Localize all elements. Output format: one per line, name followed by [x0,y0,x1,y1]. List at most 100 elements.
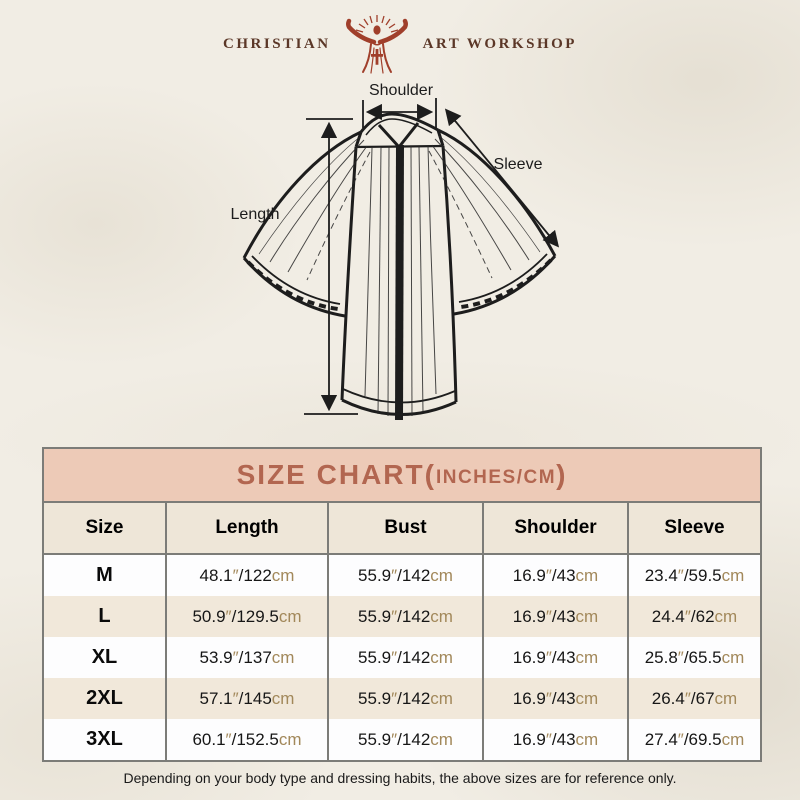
size-chart-title: SIZE CHART(INCHES/CM) [44,449,760,503]
inches-value: 16.9 [512,688,546,708]
cross-icon [370,49,383,65]
cm-unit: cm [721,647,745,667]
size-value: 2XL [86,687,123,709]
inches-value: 16.9 [512,565,546,585]
column-header-shoulder: Shoulder [482,503,627,553]
cm-unit: cm [430,565,453,585]
bust-value: 55.9 ″/142 cm [327,678,482,719]
value-separator: / [231,606,237,626]
inches-value: 23.4 [644,565,678,585]
inches-value: 55.9 [358,606,392,626]
value-separator: / [683,729,689,749]
cm-value: 137 [243,647,272,667]
cm-value: 59.5 [688,565,722,585]
size-value: XL [91,646,118,668]
cm-value: 43 [556,565,576,585]
value-separator: / [397,606,402,626]
cm-unit: cm [278,729,302,749]
cm-unit: cm [430,647,453,667]
cm-value: 65.5 [688,647,722,667]
inch-mark: ″ [391,606,398,626]
inch-mark: ″ [545,688,552,708]
inch-mark: ″ [391,729,398,749]
cm-unit: cm [575,647,599,667]
cm-unit: cm [430,729,453,749]
column-header-sleeve: Sleeve [627,503,760,553]
inches-value: 55.9 [358,647,392,667]
inch-mark: ″ [391,647,398,667]
cm-unit: cm [714,606,738,626]
sleeve-value: 26.4 ″/67 cm [627,678,760,719]
inch-mark: ″ [677,729,684,749]
cm-value: 142 [401,606,431,626]
value-separator: / [690,606,696,626]
value-separator: / [551,647,557,667]
value-separator: / [397,729,402,749]
bust-value: 55.9 ″/142 cm [327,596,482,637]
inches-value: 48.1 [199,565,233,585]
cm-value: 43 [556,647,576,667]
sleeve-value: 25.8 ″/65.5 cm [627,637,760,678]
value-separator: / [238,688,244,708]
inches-value: 55.9 [358,729,392,749]
inch-mark: ″ [232,565,239,585]
inches-value: 50.9 [192,606,226,626]
cm-value: 69.5 [688,729,722,749]
cm-value: 62 [695,606,715,626]
cm-value: 152.5 [236,729,279,749]
inch-mark: ″ [232,647,239,667]
inch-mark: ″ [225,729,232,749]
bust-value: 55.9 ″/142 cm [327,555,482,596]
shoulder-value: 16.9 ″/43 cm [482,596,627,637]
inches-value: 55.9 [358,688,392,708]
cm-value: 43 [556,729,576,749]
value-separator: / [683,565,689,585]
table-row: L 50.9 ″/129.5 cm 55.9 ″/142 cm 16.9 ″/43 cm 2… [44,596,760,637]
inch-mark: ″ [545,647,552,667]
table-row: XL 53.9 ″/137 cm 55.9 ″/142 cm 16.9 ″/43 cm 25… [44,637,760,678]
column-header-size: Size [85,517,124,538]
title-subtext: INCHES/CM [435,466,557,488]
shoulder-measure-arrow [362,98,437,128]
robe-outline [242,112,557,420]
inches-value: 55.9 [358,565,392,585]
value-separator: / [690,688,696,708]
value-separator: / [397,565,402,585]
cuff-trim-left [246,260,339,311]
reference-note: Depending on your body type and dressing… [123,770,677,786]
sleeve-value: 27.4 ″/69.5 cm [627,719,760,760]
inches-value: 16.9 [512,729,546,749]
value-separator: / [238,647,244,667]
inches-value: 53.9 [199,647,233,667]
cm-value: 67 [695,688,715,708]
jesus-emblem-icon [345,15,408,74]
value-separator: / [551,729,557,749]
inches-value: 27.4 [644,729,678,749]
cm-unit: cm [575,606,599,626]
length-value: 48.1 ″/122 cm [165,555,327,596]
inches-value: 57.1 [199,688,233,708]
shoulder-value: 16.9 ″/43 cm [482,719,627,760]
inch-mark: ″ [391,688,398,708]
cm-value: 145 [243,688,272,708]
length-label: Length [230,206,280,223]
inch-mark: ″ [684,606,691,626]
shoulder-value: 16.9 ″/43 cm [482,637,627,678]
cm-value: 142 [401,565,431,585]
inches-value: 16.9 [512,647,546,667]
cm-unit: cm [575,729,599,749]
inches-value: 16.9 [512,606,546,626]
size-value: M [96,564,113,586]
cm-unit: cm [278,606,302,626]
brand-name-left: CHRISTIAN [223,35,331,52]
inches-value: 26.4 [651,688,685,708]
value-separator: / [683,647,689,667]
inch-mark: ″ [545,565,552,585]
cm-unit: cm [430,688,453,708]
length-value: 60.1 ″/152.5 cm [165,719,327,760]
inch-mark: ″ [232,688,239,708]
sleeve-value: 23.4 ″/59.5 cm [627,555,760,596]
inch-mark: ″ [391,565,398,585]
inch-mark: ″ [545,606,552,626]
size-value: L [98,605,111,627]
